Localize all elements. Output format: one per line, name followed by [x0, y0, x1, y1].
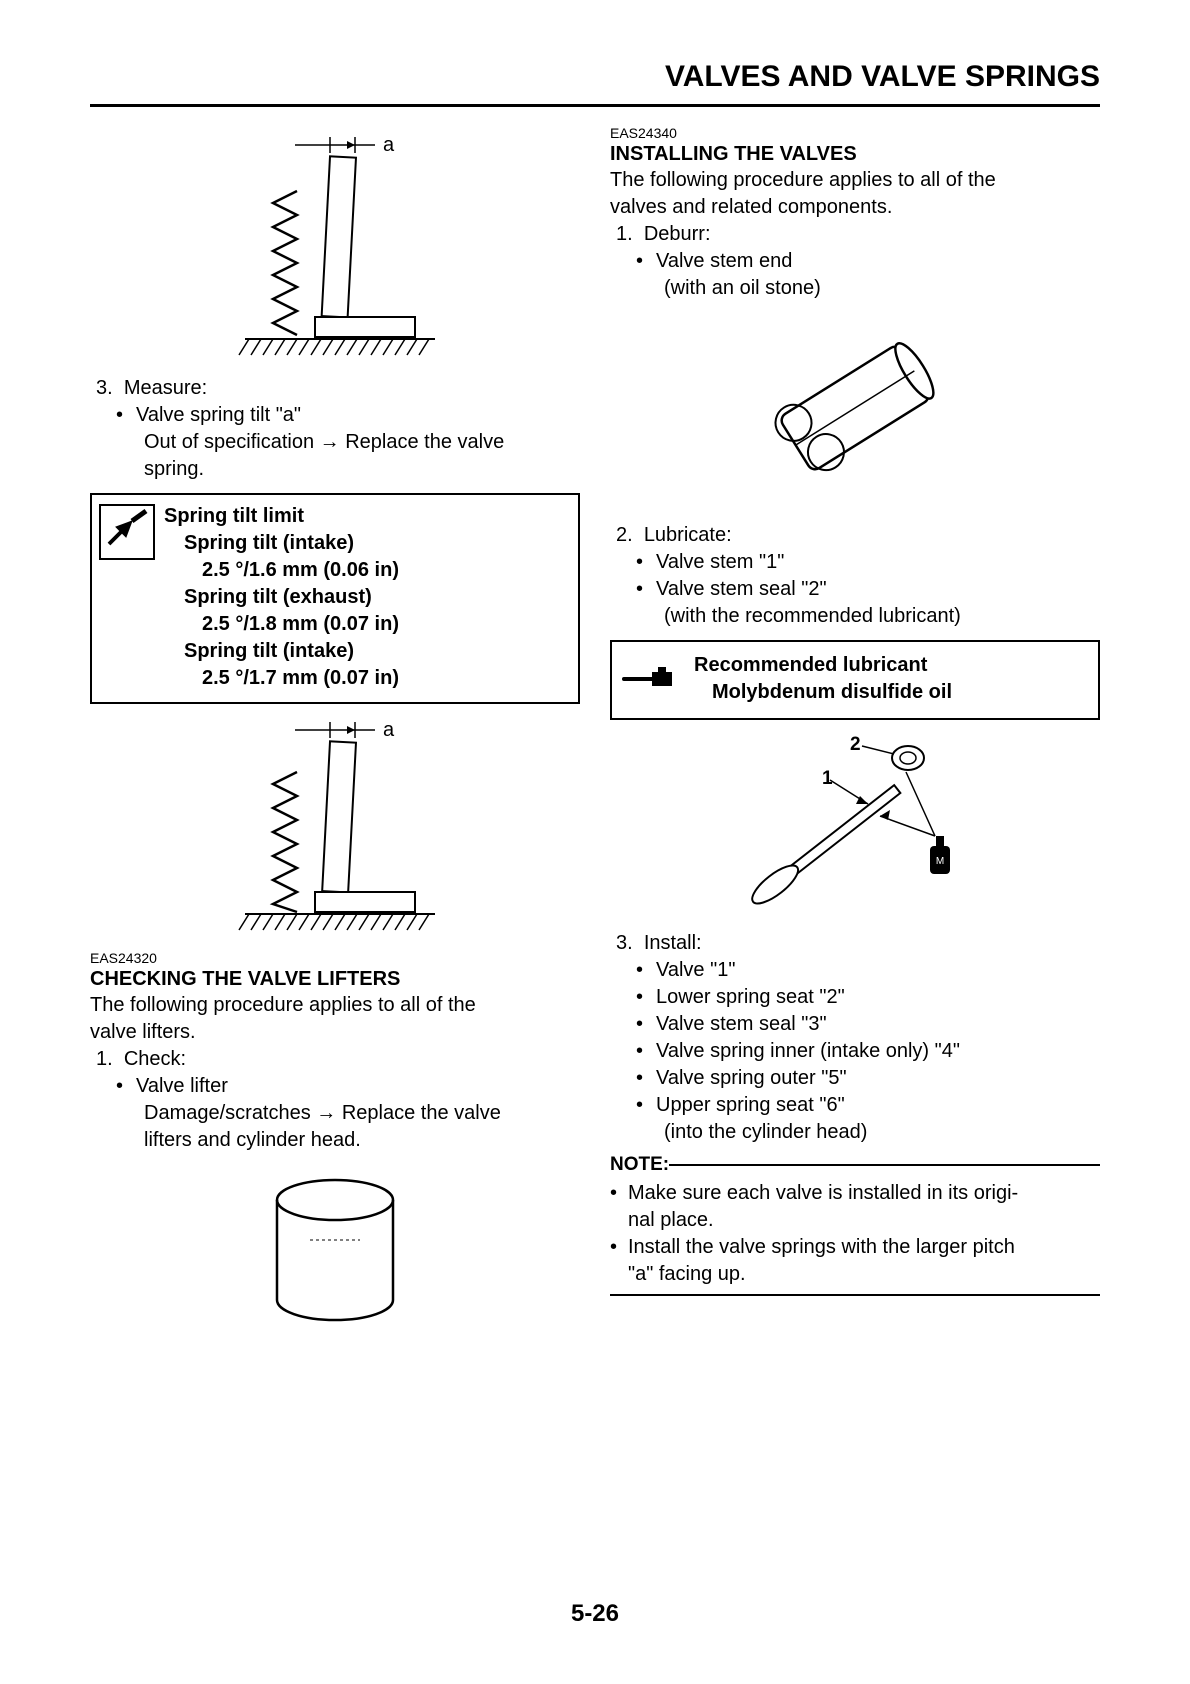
s3b5: •Valve spring outer "5" [636, 1065, 1100, 1092]
s1: Deburr: [644, 223, 711, 245]
lub-t2: Molybdenum disulfide oil [712, 679, 952, 706]
s3b3t: Valve stem seal "3" [656, 1011, 827, 1038]
spec-r2: Spring tilt (exhaust) [184, 584, 399, 611]
svg-text:M: M [936, 856, 944, 867]
s2b2t: Valve stem seal "2" [656, 576, 827, 603]
page-number: 5-26 [0, 1600, 1190, 1628]
left-column: a [90, 125, 580, 1354]
spec-title: Spring tilt limit [164, 503, 399, 530]
note-rule-top [669, 1164, 1100, 1166]
install-s1: 1. Deburr: [616, 221, 1100, 248]
figure-valve-lube: M 1 2 [610, 726, 1100, 916]
s2: Lubricate: [644, 524, 732, 546]
install-s1l: (with an oil stone) [664, 275, 1100, 302]
valve-lube-diagram: M 1 2 [730, 726, 980, 916]
step-3-line1: Out of specification → Replace the valve [144, 429, 580, 456]
s3b6: •Upper spring seat "6" [636, 1092, 1100, 1119]
s2l: (with the recommended lubricant) [664, 603, 1100, 630]
s3b3: •Valve stem seal "3" [636, 1011, 1100, 1038]
s2b1t: Valve stem "1" [656, 549, 784, 576]
title-rule [90, 104, 1100, 107]
note-header: NOTE: [610, 1154, 1100, 1176]
s2n: 2. [616, 524, 633, 546]
spec-r3: Spring tilt (intake) [184, 638, 399, 665]
lifters-s1n: 1. [96, 1048, 113, 1070]
lifters-s1: Check: [124, 1048, 186, 1070]
heading-lifters: CHECKING THE VALVE LIFTERS [90, 966, 580, 992]
s3l: (into the cylinder head) [664, 1119, 1100, 1146]
s3b4: •Valve spring inner (intake only) "4" [636, 1038, 1100, 1065]
spec-text: Spring tilt limit Spring tilt (intake) 2… [164, 503, 399, 692]
step-3-bullet: •Valve spring tilt "a" [116, 402, 580, 429]
lubricant-box: Recommended lubricant Molybdenum disulfi… [610, 640, 1100, 720]
n1a: Make sure each valve is installed in its… [628, 1182, 1018, 1204]
spec-icon [98, 503, 156, 561]
figure-lifter [90, 1160, 580, 1340]
s3b1t: Valve "1" [656, 957, 735, 984]
lifters-l1: Damage/scratches → Replace the valve [144, 1100, 580, 1127]
s3b2t: Lower spring seat "2" [656, 984, 845, 1011]
spec-r2v: 2.5 °/1.8 mm (0.07 in) [202, 611, 399, 638]
svg-text:a: a [383, 719, 395, 741]
install-s2: 2. Lubricate: [616, 522, 1100, 549]
step-3-b1: Valve spring tilt "a" [136, 402, 301, 429]
step-3: 3. Measure: [96, 375, 580, 402]
s3n: 3. [616, 932, 633, 954]
note-bullets: •Make sure each valve is installed in it… [610, 1180, 1100, 1288]
install-s3: 3. Install: [616, 930, 1100, 957]
step-3-label: Measure: [124, 377, 207, 399]
content-columns: a [90, 125, 1100, 1354]
note-rule-bottom [610, 1294, 1100, 1296]
section-code-lifters: EAS24320 [90, 950, 580, 966]
section-code-install: EAS24340 [610, 125, 1100, 141]
lub-t1: Recommended lubricant [694, 652, 952, 679]
oilcan-icon [620, 664, 680, 694]
spec-r3v: 2.5 °/1.7 mm (0.07 in) [202, 665, 399, 692]
figure-spring-tilt-1: a [90, 131, 580, 361]
s3b2: •Lower spring seat "2" [636, 984, 1100, 1011]
lifters-l2: lifters and cylinder head. [144, 1127, 580, 1154]
n1b: nal place. [628, 1209, 714, 1231]
s2b2: •Valve stem seal "2" [636, 576, 1100, 603]
s2b1: •Valve stem "1" [636, 549, 1100, 576]
figure-spring-tilt-2: a [90, 716, 580, 936]
note-label: NOTE: [610, 1154, 669, 1176]
heading-install: INSTALLING THE VALVES [610, 141, 1100, 167]
install-s1b: •Valve stem end [636, 248, 1100, 275]
spec-r1: Spring tilt (intake) [184, 530, 399, 557]
s3b1: •Valve "1" [636, 957, 1100, 984]
step-3-line2: spring. [144, 456, 580, 483]
lifters-b1: Valve lifter [136, 1073, 228, 1100]
s3: Install: [644, 932, 702, 954]
spec-r1v: 2.5 °/1.6 mm (0.06 in) [202, 557, 399, 584]
s3b4t: Valve spring inner (intake only) "4" [656, 1038, 960, 1065]
install-p1: The following procedure applies to all o… [610, 167, 1100, 194]
lifters-p2: valve lifters. [90, 1019, 580, 1046]
spring-tilt-diagram-2: a [205, 716, 465, 936]
lifters-bullet: •Valve lifter [116, 1073, 580, 1100]
s1b: Valve stem end [656, 248, 792, 275]
page-title: VALVES AND VALVE SPRINGS [90, 60, 1100, 94]
figure-oilstone [610, 308, 1100, 508]
svg-text:1: 1 [822, 768, 833, 789]
svg-text:2: 2 [850, 734, 861, 755]
lifters-step1: 1. Check: [96, 1046, 580, 1073]
spec-box-tilt: Spring tilt limit Spring tilt (intake) 2… [90, 493, 580, 704]
lifter-diagram [250, 1160, 420, 1340]
lifters-p1: The following procedure applies to all o… [90, 992, 580, 1019]
dim-label-a: a [383, 134, 395, 156]
install-p2: valves and related components. [610, 194, 1100, 221]
oilstone-diagram [740, 308, 970, 508]
n2b: "a" facing up. [628, 1263, 746, 1285]
n2a: Install the valve springs with the large… [628, 1236, 1015, 1258]
lub-text: Recommended lubricant Molybdenum disulfi… [694, 652, 952, 706]
step-3-num: 3. [96, 377, 113, 399]
s1n: 1. [616, 223, 633, 245]
s3b6t: Upper spring seat "6" [656, 1092, 845, 1119]
s3b5t: Valve spring outer "5" [656, 1065, 847, 1092]
spring-tilt-diagram-1: a [205, 131, 465, 361]
right-column: EAS24340 INSTALLING THE VALVES The follo… [610, 125, 1100, 1354]
